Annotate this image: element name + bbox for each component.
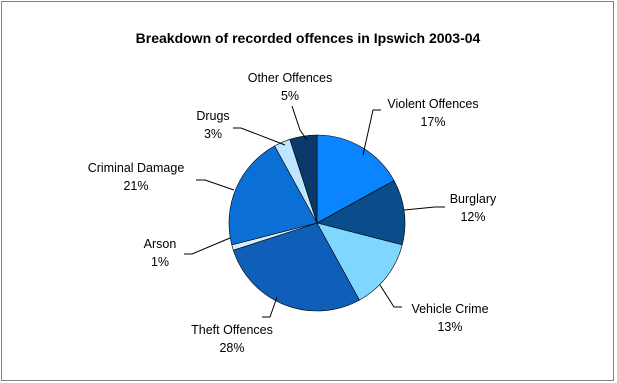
slice-label-other-offences: Other Offences 5%: [248, 71, 333, 103]
svg-text:3%: 3%: [204, 127, 222, 141]
slice-label-drugs: Drugs 3%: [196, 109, 229, 141]
slice-label-violent-offences: Violent Offences 17%: [387, 97, 478, 129]
pie-slice-theft-offences: [232, 222, 360, 312]
leader-line-burglary: [403, 206, 445, 211]
pie-slice-criminal-damage: [228, 145, 318, 246]
leader-line-other-offences: [291, 105, 308, 141]
leader-line-arson: [184, 237, 231, 255]
slice-label-arson: Arson 1%: [144, 237, 177, 269]
pie-slice-burglary: [316, 180, 406, 246]
leader-line-criminal-damage: [196, 179, 235, 191]
pie-slice-vehicle-crime: [316, 222, 403, 301]
svg-text:Drugs: Drugs: [196, 109, 229, 123]
slice-label-vehicle-crime: Vehicle Crime 13%: [411, 302, 488, 334]
svg-text:12%: 12%: [460, 210, 485, 224]
pie-slices: [228, 134, 406, 312]
svg-text:Theft Offences: Theft Offences: [191, 323, 273, 337]
svg-text:17%: 17%: [420, 115, 445, 129]
svg-text:21%: 21%: [123, 179, 148, 193]
leader-line-vehicle-crime: [379, 284, 402, 308]
svg-text:Other Offences: Other Offences: [248, 71, 333, 85]
slice-label-burglary: Burglary 12%: [450, 192, 497, 224]
chart-title: Breakdown of recorded offences in Ipswic…: [136, 30, 481, 46]
leader-line-drugs: [233, 127, 286, 146]
svg-text:28%: 28%: [219, 341, 244, 355]
pie-slice-violent-offences: [316, 134, 395, 224]
svg-text:Criminal Damage: Criminal Damage: [88, 161, 185, 175]
slice-label-theft-offences: Theft Offences 28%: [191, 323, 273, 355]
leader-lines: [184, 105, 445, 318]
leader-line-violent-offences: [362, 109, 381, 156]
svg-text:Violent Offences: Violent Offences: [387, 97, 478, 111]
leader-line-theft-offences: [262, 296, 278, 318]
svg-text:1%: 1%: [151, 255, 169, 269]
svg-text:Vehicle Crime: Vehicle Crime: [411, 302, 488, 316]
svg-text:Arson: Arson: [144, 237, 177, 251]
svg-text:Burglary: Burglary: [450, 192, 497, 206]
svg-text:13%: 13%: [437, 320, 462, 334]
svg-text:5%: 5%: [281, 89, 299, 103]
pie-slice-other-offences: [289, 134, 318, 224]
slice-label-criminal-damage: Criminal Damage 21%: [88, 161, 185, 193]
